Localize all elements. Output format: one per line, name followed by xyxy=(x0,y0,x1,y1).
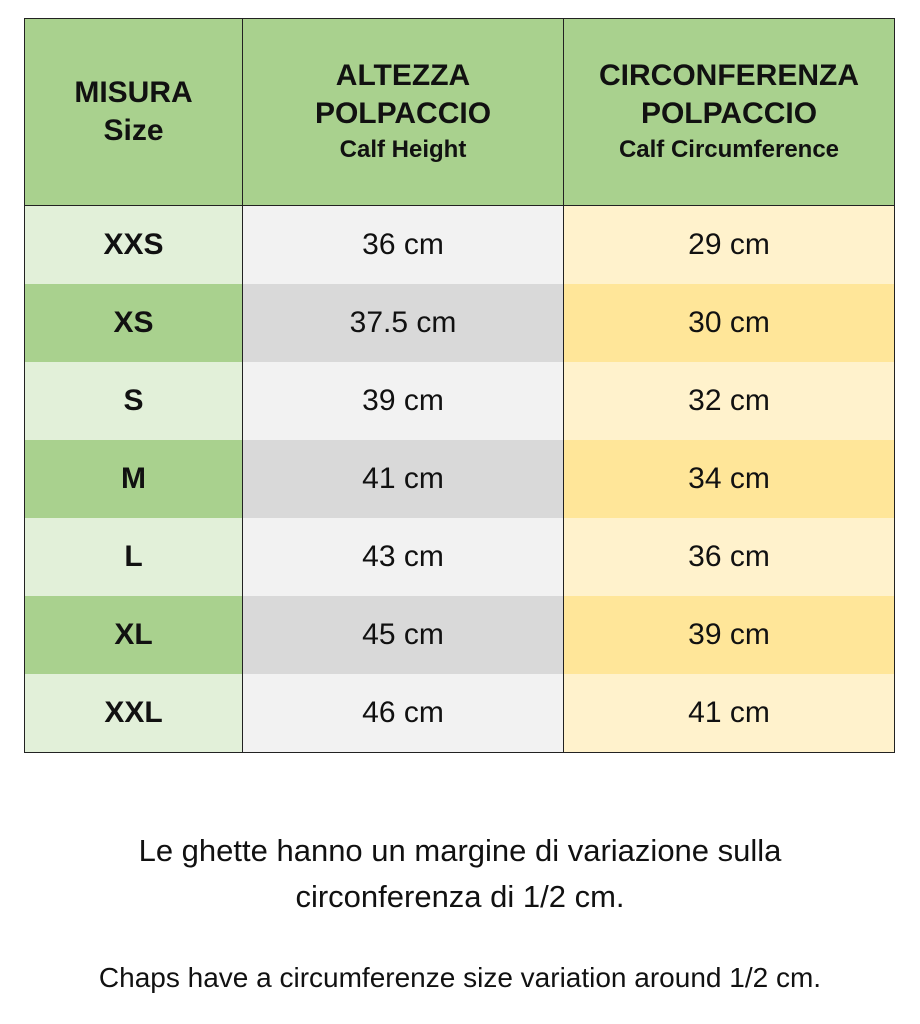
table-row: XXL 46 cm 41 cm xyxy=(24,674,895,753)
size-cell: S xyxy=(24,362,243,440)
value-cell: 29 cm xyxy=(563,205,895,284)
value-cell: 34 cm xyxy=(563,440,895,518)
header-cell: MISURA Size xyxy=(24,18,243,206)
header-title: ALTEZZA xyxy=(335,59,471,92)
value-cell: 36 cm xyxy=(563,518,895,596)
value-cell: 41 cm xyxy=(242,440,564,518)
size-cell: XXS xyxy=(24,205,243,284)
value-cell: 39 cm xyxy=(563,596,895,674)
header-title: CIRCONFERENZA xyxy=(599,59,859,92)
value-cell: 45 cm xyxy=(242,596,564,674)
header-title: MISURA xyxy=(74,76,193,109)
note: Chaps have a circumferenze size variatio… xyxy=(98,962,822,993)
table-row: XL 45 cm 39 cm xyxy=(24,596,895,674)
size-cell: L xyxy=(24,518,243,596)
value-cell: 46 cm xyxy=(242,674,564,753)
header-title: Size xyxy=(103,114,164,147)
header-cell: CIRCONFERENZA POLPACCIO Calf Circumference xyxy=(563,18,895,206)
table-row: S 39 cm 32 cm xyxy=(24,362,895,440)
table-body: XXS 36 cm 29 cm XS 37.5 cm 30 cm S 39 cm 32 cm M 4… xyxy=(24,205,895,753)
value-cell: 41 cm xyxy=(563,674,895,753)
size-cell: XL xyxy=(24,596,243,674)
note: Le ghette hanno un margine di variazione… xyxy=(138,833,782,914)
header-title: POLPACCIO xyxy=(640,97,818,130)
size-cell: XXL xyxy=(24,674,243,753)
header-subtitle: Calf Circumference xyxy=(618,136,840,163)
size-table: MISURA Size ALTEZZA POLPACCIO Calf Height CIR… xyxy=(24,18,895,753)
table-row: XXS 36 cm 29 cm xyxy=(24,205,895,284)
header-title: POLPACCIO xyxy=(314,97,492,130)
header-row: MISURA Size ALTEZZA POLPACCIO Calf Height CIR… xyxy=(24,18,895,206)
value-cell: 43 cm xyxy=(242,518,564,596)
size-cell: XS xyxy=(24,284,243,362)
table-row: M 41 cm 34 cm xyxy=(24,440,895,518)
table-row: L 43 cm 36 cm xyxy=(24,518,895,596)
value-cell: 32 cm xyxy=(563,362,895,440)
size-cell: M xyxy=(24,440,243,518)
value-cell: 30 cm xyxy=(563,284,895,362)
table-row: XS 37.5 cm 30 cm xyxy=(24,284,895,362)
header-cell: ALTEZZA POLPACCIO Calf Height xyxy=(242,18,564,206)
value-cell: 37.5 cm xyxy=(242,284,564,362)
header-subtitle: Calf Height xyxy=(339,136,467,163)
value-cell: 36 cm xyxy=(242,205,564,284)
value-cell: 39 cm xyxy=(242,362,564,440)
